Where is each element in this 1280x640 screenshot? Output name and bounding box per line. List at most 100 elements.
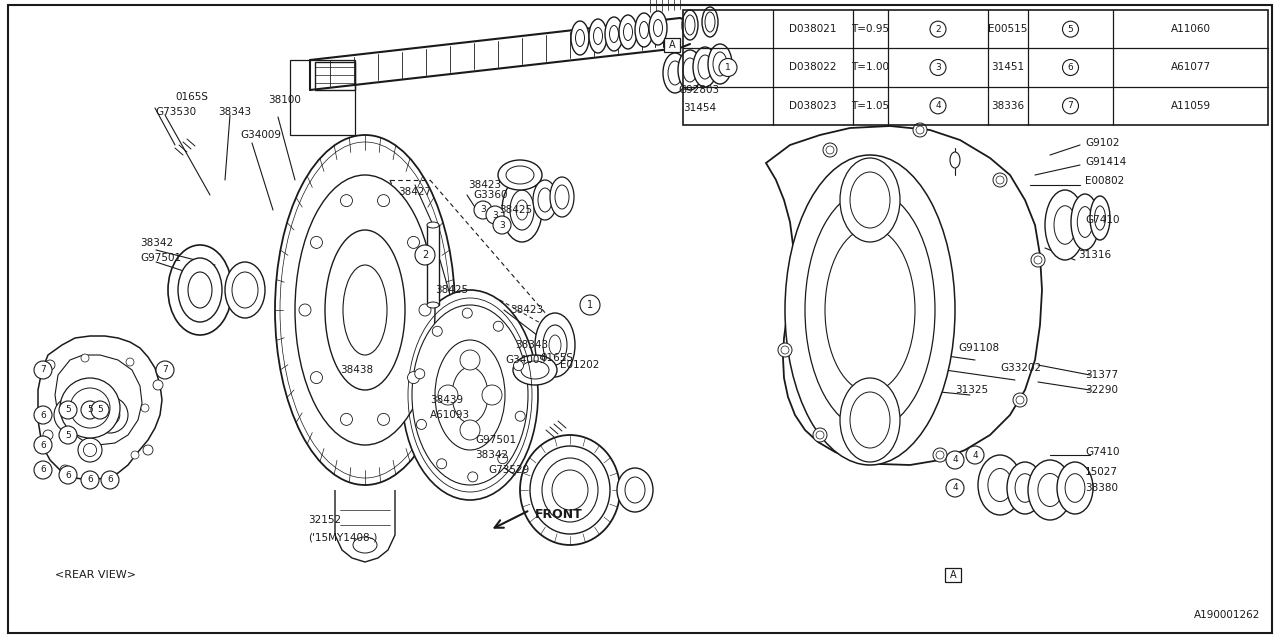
Ellipse shape: [353, 537, 378, 553]
Ellipse shape: [530, 446, 611, 534]
Ellipse shape: [785, 155, 955, 465]
Ellipse shape: [663, 53, 687, 93]
Ellipse shape: [549, 335, 561, 355]
Text: G7410: G7410: [1085, 447, 1120, 457]
Ellipse shape: [325, 230, 404, 390]
Circle shape: [996, 176, 1004, 184]
Circle shape: [78, 438, 102, 462]
Circle shape: [35, 461, 52, 479]
Circle shape: [1062, 98, 1079, 114]
Ellipse shape: [436, 459, 447, 468]
Circle shape: [70, 388, 110, 428]
Text: 31377: 31377: [1085, 370, 1119, 380]
Text: 38423: 38423: [468, 180, 502, 190]
Bar: [684, 10, 1268, 125]
Ellipse shape: [1065, 474, 1085, 502]
Polygon shape: [765, 126, 1042, 465]
Ellipse shape: [620, 15, 637, 49]
Ellipse shape: [483, 385, 502, 405]
Ellipse shape: [701, 7, 718, 37]
Ellipse shape: [1071, 194, 1100, 250]
Text: 31451: 31451: [992, 63, 1024, 72]
Text: T=0.95: T=0.95: [851, 24, 890, 34]
Circle shape: [59, 401, 77, 419]
Text: 4: 4: [973, 451, 978, 460]
Text: <REAR VIEW>: <REAR VIEW>: [55, 570, 136, 580]
Circle shape: [826, 146, 835, 154]
Ellipse shape: [1038, 474, 1062, 506]
Circle shape: [141, 404, 148, 412]
Circle shape: [63, 405, 82, 425]
Text: 3: 3: [480, 205, 486, 214]
Circle shape: [60, 378, 120, 438]
Polygon shape: [38, 336, 163, 480]
Circle shape: [415, 245, 435, 265]
Ellipse shape: [516, 412, 525, 421]
Ellipse shape: [428, 222, 439, 228]
Text: 31316: 31316: [1078, 250, 1111, 260]
Text: 32290: 32290: [1085, 385, 1117, 395]
Circle shape: [92, 397, 128, 433]
Text: 0165S: 0165S: [540, 353, 573, 363]
Text: 32152: 32152: [308, 515, 342, 525]
Circle shape: [993, 173, 1007, 187]
Ellipse shape: [1078, 207, 1093, 237]
Ellipse shape: [1053, 205, 1076, 244]
Text: 31325: 31325: [955, 385, 988, 395]
Circle shape: [59, 466, 77, 484]
Circle shape: [1062, 60, 1079, 76]
Circle shape: [1012, 393, 1027, 407]
Ellipse shape: [415, 369, 425, 379]
Ellipse shape: [556, 185, 570, 209]
Ellipse shape: [502, 178, 541, 242]
Circle shape: [913, 123, 927, 137]
Text: 38343: 38343: [515, 340, 548, 350]
Ellipse shape: [640, 22, 649, 38]
Circle shape: [817, 431, 824, 439]
Text: 6: 6: [87, 476, 93, 484]
Ellipse shape: [419, 304, 431, 316]
Text: D038023: D038023: [790, 101, 837, 111]
Text: A: A: [668, 40, 676, 50]
Text: G73529: G73529: [488, 465, 529, 475]
Text: 3: 3: [499, 221, 504, 230]
Circle shape: [781, 346, 788, 354]
Ellipse shape: [1091, 196, 1110, 240]
Ellipse shape: [654, 19, 663, 36]
Text: 7: 7: [1068, 101, 1074, 110]
Ellipse shape: [435, 340, 506, 450]
Ellipse shape: [805, 190, 934, 430]
Circle shape: [83, 444, 96, 456]
Circle shape: [1030, 253, 1044, 267]
Ellipse shape: [1028, 460, 1073, 520]
Text: 5: 5: [97, 406, 102, 415]
Ellipse shape: [708, 44, 732, 84]
Ellipse shape: [1057, 462, 1093, 514]
Text: 38438: 38438: [340, 365, 374, 375]
Text: ('15MY1408-): ('15MY1408-): [308, 533, 378, 543]
Text: 38100: 38100: [269, 95, 301, 105]
Text: 7: 7: [163, 365, 168, 374]
Circle shape: [45, 360, 55, 370]
Text: 38380: 38380: [1085, 483, 1117, 493]
Ellipse shape: [416, 419, 426, 429]
Ellipse shape: [178, 258, 221, 322]
Ellipse shape: [225, 262, 265, 318]
Text: E01202: E01202: [561, 360, 599, 370]
Text: D038021: D038021: [790, 24, 837, 34]
Circle shape: [823, 143, 837, 157]
Ellipse shape: [498, 454, 508, 464]
Text: A11059: A11059: [1170, 101, 1211, 111]
Circle shape: [81, 401, 99, 419]
Ellipse shape: [678, 50, 701, 90]
Ellipse shape: [1044, 190, 1085, 260]
Ellipse shape: [378, 413, 389, 426]
Circle shape: [81, 471, 99, 489]
Text: G34009: G34009: [506, 355, 547, 365]
Ellipse shape: [168, 245, 232, 335]
Text: 6: 6: [108, 476, 113, 484]
Ellipse shape: [513, 360, 524, 371]
Text: G33202: G33202: [1000, 363, 1041, 373]
Text: A190001262: A190001262: [1194, 610, 1260, 620]
Ellipse shape: [232, 272, 259, 308]
